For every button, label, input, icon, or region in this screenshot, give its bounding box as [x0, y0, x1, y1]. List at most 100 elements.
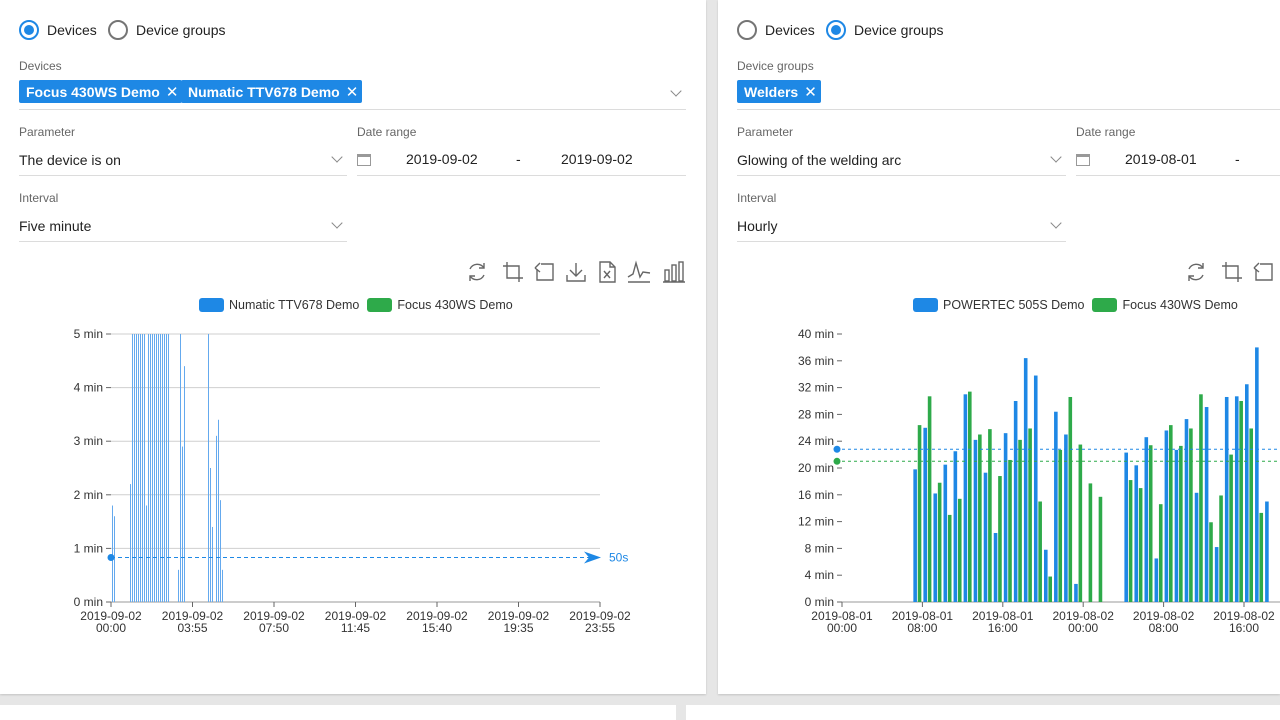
- bar-powertec: [1194, 492, 1199, 602]
- bar-powertec: [1074, 583, 1078, 602]
- date-from[interactable]: 2019-09-02: [406, 151, 478, 167]
- x-tick-label: 08:00: [907, 621, 937, 635]
- close-icon[interactable]: ✕: [345, 83, 359, 101]
- y-tick-label: 1 min: [74, 541, 103, 555]
- y-tick-label: 2 min: [74, 488, 103, 502]
- bar: [132, 334, 133, 602]
- legend-label: POWERTEC 505S Demo: [943, 298, 1085, 312]
- date-range-input[interactable]: 2019-08-01 -: [1076, 144, 1280, 176]
- bar: [220, 500, 221, 602]
- bar: [168, 334, 169, 602]
- bar-powertec: [1265, 501, 1269, 602]
- date-from[interactable]: 2019-08-01: [1125, 151, 1197, 167]
- close-icon[interactable]: ✕: [804, 83, 817, 101]
- bar: [164, 334, 165, 602]
- legend-item[interactable]: Focus 430WS Demo: [367, 298, 513, 312]
- x-tick-label: 2019-09-02: [325, 609, 387, 623]
- bar-powertec: [963, 394, 968, 602]
- x-tick-label: 00:00: [96, 621, 126, 635]
- radio-devices[interactable]: Devices: [737, 20, 815, 40]
- legend-item[interactable]: POWERTEC 505S Demo: [913, 298, 1084, 312]
- average-label: 50s: [609, 551, 628, 565]
- legend-label: Focus 430WS Demo: [397, 298, 513, 312]
- bar-powertec: [1255, 347, 1259, 602]
- parameter-select[interactable]: Glowing of the welding arc: [737, 144, 1066, 176]
- left-report-panel: Devices Device groups Devices Focus 430W…: [0, 0, 706, 694]
- crop-icon[interactable]: [1220, 260, 1244, 284]
- bar-powertec: [1003, 433, 1008, 602]
- bar-focus: [1158, 504, 1163, 602]
- bar-powertec: [933, 493, 938, 602]
- bar-chart-icon[interactable]: [662, 260, 686, 284]
- bar-powertec: [1044, 549, 1048, 602]
- calendar-icon: [357, 154, 371, 166]
- undo-zoom-icon[interactable]: [533, 260, 557, 284]
- bar-powertec: [1174, 449, 1179, 602]
- bar-powertec: [1154, 558, 1159, 602]
- interval-select[interactable]: Five minute: [19, 210, 347, 242]
- bar-powertec: [913, 469, 917, 602]
- devices-select[interactable]: [19, 78, 686, 110]
- refresh-icon[interactable]: [465, 260, 489, 284]
- close-icon[interactable]: ✕: [165, 83, 179, 101]
- bar: [150, 334, 151, 602]
- next-card-left: [0, 705, 676, 720]
- bar-powertec: [1033, 375, 1038, 602]
- bar-focus: [1179, 445, 1183, 602]
- radio-devices-label: Devices: [47, 22, 97, 38]
- average-marker: [833, 445, 841, 453]
- legend-item[interactable]: Numatic TTV678 Demo: [199, 298, 359, 312]
- x-tick-label: 03:55: [177, 621, 207, 635]
- welding-arc-bar-chart: 0 min 4 min 8 min 12 min 16 min 20 min 24 min 2…: [798, 327, 1280, 635]
- y-tick-label: 4 min: [805, 568, 834, 582]
- crop-icon[interactable]: [501, 260, 525, 284]
- bar: [144, 334, 145, 602]
- chip-label: Focus 430WS Demo: [26, 83, 160, 100]
- legend-item[interactable]: Focus 430WS Demo: [1092, 298, 1238, 312]
- bar-focus: [1088, 483, 1093, 602]
- date-separator: -: [1235, 151, 1240, 167]
- x-tick-label: 2019-09-02: [569, 609, 631, 623]
- bar-powertec: [1234, 396, 1239, 602]
- download-icon[interactable]: [564, 260, 588, 284]
- date-separator: -: [516, 151, 521, 167]
- bar-powertec: [983, 472, 988, 602]
- x-tick-label: 2019-08-02: [1213, 609, 1275, 623]
- x-tick-label: 2019-09-02: [406, 609, 468, 623]
- bar-focus: [1128, 480, 1133, 602]
- radio-devices[interactable]: Devices: [19, 20, 97, 40]
- bar-focus: [1008, 459, 1012, 602]
- average-marker: [107, 554, 115, 562]
- x-tick-label: 00:00: [1068, 621, 1098, 635]
- interval-label: Interval: [19, 191, 59, 205]
- bar-powertec: [1164, 430, 1169, 602]
- average-marker: [833, 457, 841, 465]
- line-chart-icon[interactable]: [627, 260, 651, 284]
- device-groups-select[interactable]: [737, 78, 1280, 110]
- parameter-select[interactable]: The device is on: [19, 144, 347, 176]
- bar-powertec: [1204, 407, 1209, 602]
- bar-focus: [1078, 444, 1083, 602]
- y-tick-label: 5 min: [74, 327, 103, 341]
- bar-focus: [988, 429, 992, 602]
- bar-focus: [1138, 488, 1143, 602]
- bar: [112, 505, 113, 602]
- bar: [210, 468, 211, 602]
- radio-device-groups[interactable]: Device groups: [108, 20, 226, 40]
- bar: [218, 419, 219, 602]
- interval-select[interactable]: Hourly: [737, 210, 1066, 242]
- legend-swatch: [367, 298, 393, 312]
- undo-zoom-icon[interactable]: [1252, 260, 1276, 284]
- parameter-value: Glowing of the welding arc: [737, 151, 902, 168]
- bar-focus: [1148, 445, 1153, 602]
- excel-export-icon[interactable]: [595, 260, 619, 284]
- x-tick-label: 2019-08-01: [892, 609, 954, 623]
- radio-device-groups[interactable]: Device groups: [826, 20, 944, 40]
- bar: [158, 334, 159, 602]
- y-tick-label: 0 min: [74, 595, 103, 609]
- bar: [156, 334, 157, 602]
- date-range-input[interactable]: 2019-09-02 - 2019-09-02: [357, 144, 686, 176]
- legend-swatch: [1092, 298, 1118, 312]
- date-to[interactable]: 2019-09-02: [561, 151, 633, 167]
- refresh-icon[interactable]: [1184, 260, 1208, 284]
